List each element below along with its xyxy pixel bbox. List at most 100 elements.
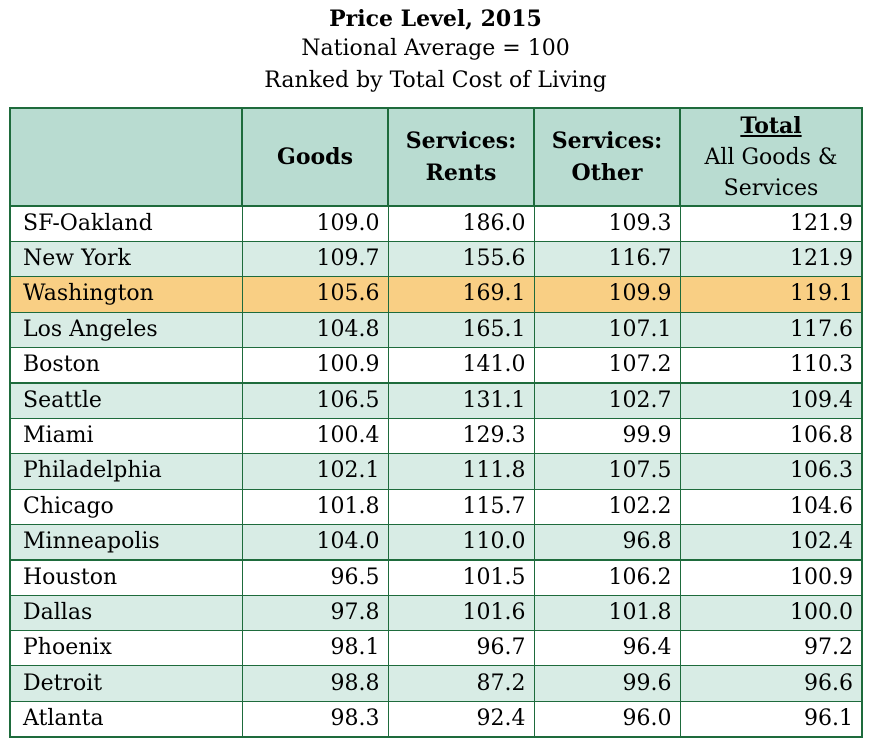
cell-goods: 98.3 — [241, 700, 389, 738]
table-row: Phoenix 98.1 96.7 96.4 97.2 — [9, 630, 863, 667]
price-level-table: Goods Services: Rents Services: Other To… — [9, 107, 863, 738]
table-row: Houston 96.5 101.5 106.2 100.9 — [9, 558, 863, 597]
cell-total: 100.0 — [679, 595, 863, 632]
table-body: SF-Oakland 109.0 186.0 109.3 121.9 New York 10… — [9, 205, 863, 738]
cell-rents: 101.5 — [387, 558, 535, 597]
cell-rents: 186.0 — [387, 205, 535, 243]
cell-total: 121.9 — [679, 205, 863, 243]
table-row: Seattle 106.5 131.1 102.7 109.4 — [9, 381, 863, 420]
table-row: Washington 105.6 169.1 109.9 119.1 — [9, 276, 863, 313]
cell-city: Dallas — [9, 595, 243, 632]
subtitle-national-average: National Average = 100 — [301, 36, 570, 61]
cell-rents: 115.7 — [387, 488, 535, 525]
cell-total: 97.2 — [679, 630, 863, 667]
cell-other: 109.9 — [533, 276, 681, 313]
table-row: SF-Oakland 109.0 186.0 109.3 121.9 — [9, 205, 863, 243]
header-rents-line1: Services: — [405, 128, 517, 154]
cell-other: 99.6 — [533, 665, 681, 702]
table-row: Atlanta 98.3 92.4 96.0 96.1 — [9, 700, 863, 738]
cell-other: 107.1 — [533, 311, 681, 348]
cell-other: 96.0 — [533, 700, 681, 738]
cell-total: 104.6 — [679, 488, 863, 525]
cell-city: Atlanta — [9, 700, 243, 738]
cell-city: Washington — [9, 276, 243, 313]
cell-total: 109.4 — [679, 381, 863, 420]
cell-rents: 111.8 — [387, 453, 535, 490]
cell-other: 102.7 — [533, 381, 681, 420]
subtitle-ranking: Ranked by Total Cost of Living — [264, 68, 607, 93]
header-total-word: Total — [740, 112, 802, 139]
cell-rents: 165.1 — [387, 311, 535, 348]
cell-other: 99.9 — [533, 418, 681, 455]
cell-goods: 109.0 — [241, 205, 389, 243]
cell-total: 100.9 — [679, 558, 863, 597]
cell-total: 110.3 — [679, 346, 863, 384]
table-row: Miami 100.4 129.3 99.9 106.8 — [9, 418, 863, 455]
cell-city: Houston — [9, 558, 243, 597]
cell-goods: 105.6 — [241, 276, 389, 313]
cell-city: Los Angeles — [9, 311, 243, 348]
cell-rents: 87.2 — [387, 665, 535, 702]
cell-rents: 101.6 — [387, 595, 535, 632]
cell-rents: 110.0 — [387, 523, 535, 561]
table-row: Los Angeles 104.8 165.1 107.1 117.6 — [9, 311, 863, 348]
cell-other: 101.8 — [533, 595, 681, 632]
table-row: Chicago 101.8 115.7 102.2 104.6 — [9, 488, 863, 525]
cell-city: SF-Oakland — [9, 205, 243, 243]
cell-rents: 129.3 — [387, 418, 535, 455]
cell-rents: 155.6 — [387, 241, 535, 278]
cell-other: 96.8 — [533, 523, 681, 561]
cell-goods: 98.1 — [241, 630, 389, 667]
table-row: Minneapolis 104.0 110.0 96.8 102.4 — [9, 523, 863, 561]
cell-other: 107.2 — [533, 346, 681, 384]
title-block: Price Level, 2015 National Average = 100… — [0, 0, 871, 97]
cell-rents: 96.7 — [387, 630, 535, 667]
cell-city: Chicago — [9, 488, 243, 525]
cell-rents: 169.1 — [387, 276, 535, 313]
cell-other: 116.7 — [533, 241, 681, 278]
cell-goods: 104.8 — [241, 311, 389, 348]
cell-city: Boston — [9, 346, 243, 384]
cell-city: Philadelphia — [9, 453, 243, 490]
cell-goods: 106.5 — [241, 381, 389, 420]
header-row: Goods Services: Rents Services: Other To… — [9, 107, 863, 207]
cell-city: Phoenix — [9, 630, 243, 667]
header-services-other: Services: Other — [533, 107, 681, 207]
header-total: Total All Goods & Services — [679, 107, 863, 207]
table-row: Dallas 97.8 101.6 101.8 100.0 — [9, 595, 863, 632]
cell-total: 106.3 — [679, 453, 863, 490]
table-row: Philadelphia 102.1 111.8 107.5 106.3 — [9, 453, 863, 490]
header-total-line2: Services — [723, 175, 819, 201]
cell-total: 121.9 — [679, 241, 863, 278]
cell-rents: 92.4 — [387, 700, 535, 738]
cell-other: 96.4 — [533, 630, 681, 667]
cell-goods: 104.0 — [241, 523, 389, 561]
table-row: Boston 100.9 141.0 107.2 110.3 — [9, 346, 863, 384]
cell-total: 96.6 — [679, 665, 863, 702]
cell-city: New York — [9, 241, 243, 278]
cell-city: Miami — [9, 418, 243, 455]
cell-total: 106.8 — [679, 418, 863, 455]
header-goods-label: Goods — [277, 144, 353, 170]
cell-goods: 97.8 — [241, 595, 389, 632]
cell-goods: 101.8 — [241, 488, 389, 525]
table-row: Detroit 98.8 87.2 99.6 96.6 — [9, 665, 863, 702]
header-other-line1: Services: — [551, 128, 663, 154]
cell-goods: 98.8 — [241, 665, 389, 702]
header-total-line1: All Goods & — [704, 144, 838, 170]
cell-goods: 96.5 — [241, 558, 389, 597]
header-goods: Goods — [241, 107, 389, 207]
cell-total: 102.4 — [679, 523, 863, 561]
cell-goods: 100.4 — [241, 418, 389, 455]
cell-total: 96.1 — [679, 700, 863, 738]
cell-rents: 141.0 — [387, 346, 535, 384]
cell-other: 106.2 — [533, 558, 681, 597]
cell-city: Minneapolis — [9, 523, 243, 561]
table-row: New York 109.7 155.6 116.7 121.9 — [9, 241, 863, 278]
cell-goods: 100.9 — [241, 346, 389, 384]
cell-other: 109.3 — [533, 205, 681, 243]
header-services-rents: Services: Rents — [387, 107, 535, 207]
header-rents-line2: Rents — [425, 160, 497, 186]
header-other-line2: Other — [571, 160, 643, 186]
table-header: Goods Services: Rents Services: Other To… — [9, 107, 863, 207]
